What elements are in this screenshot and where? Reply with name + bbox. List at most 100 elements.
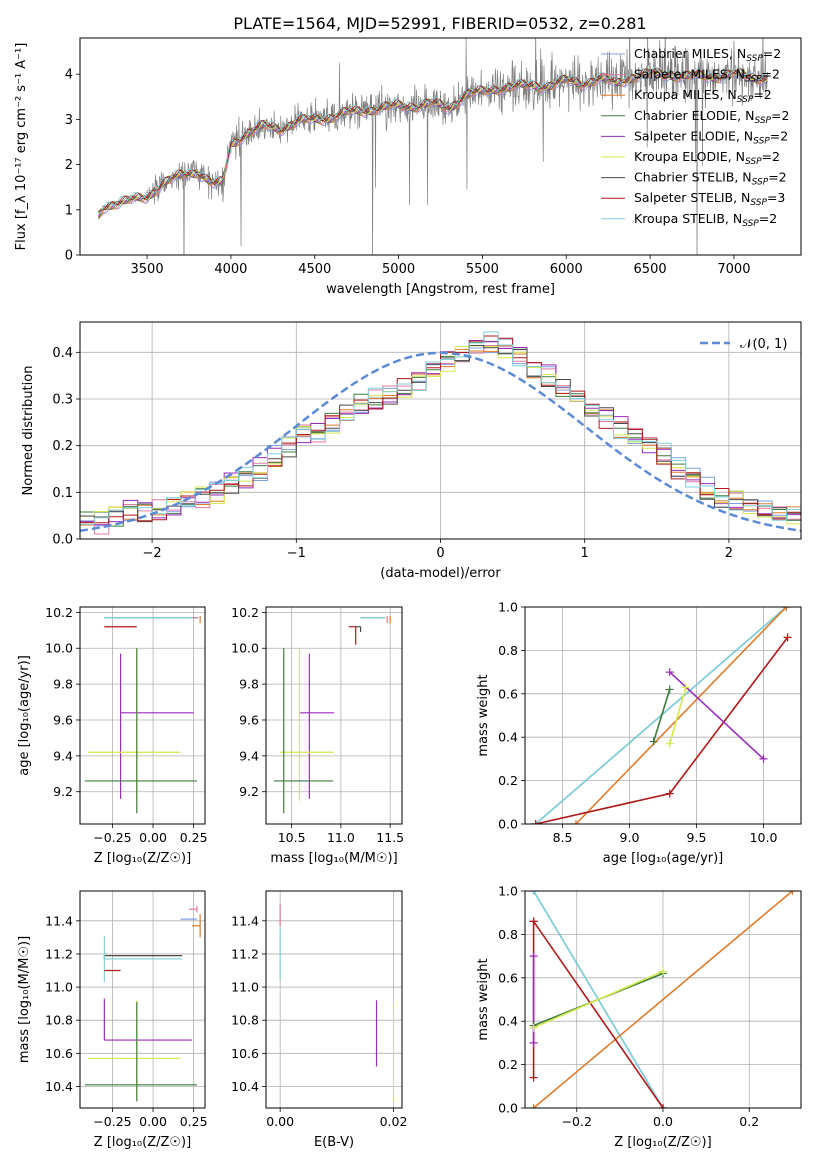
age-vs-z-xlabel: Z [log₁₀(Z/Z☉)] <box>94 851 191 866</box>
mass-vs-z-panel: −0.25 0.00 0.25 10.4 10.6 10.8 11.0 11.2 11.4 Z [… <box>17 890 208 1150</box>
age-vs-mass-ytick-label: 9.6 <box>239 712 259 727</box>
age-vs-mass-panel: 10.5 11.0 11.5 9.2 9.4 9.6 9.8 10.0 10.2 mass [lo… <box>231 605 404 866</box>
age-vs-mass-ytick-label: 9.4 <box>239 748 259 763</box>
weight-vs-z-xlabel: Z [log₁₀(Z/Z☉)] <box>614 1135 711 1150</box>
mass-vs-z-axes: −0.25 0.00 0.25 10.4 10.6 10.8 11.0 11.2 11.4 Z [… <box>17 890 208 1150</box>
weight-marker <box>681 683 690 692</box>
mass-vs-ebv-ytick-label: 11.0 <box>231 980 259 995</box>
errorbar-point <box>273 648 334 814</box>
residuals-plot-area <box>80 322 801 539</box>
weight-vs-z-ylabel: mass weight <box>476 958 491 1040</box>
hist-kroupa-elodie <box>80 345 801 525</box>
mass-vs-ebv-ytick-label: 10.6 <box>231 1046 259 1061</box>
spectrum-ytick-label: 0 <box>65 249 73 264</box>
spectrum-xtick-label: 6000 <box>550 262 583 277</box>
errorbar-point <box>88 648 181 801</box>
residuals-ytick-label: 0.2 <box>52 439 73 454</box>
weight-vs-z-axes: −0.2 0.0 0.2 0.0 0.2 0.4 0.6 0.8 1.0 Z [log₁₀(Z/Z… <box>476 884 802 1150</box>
age-vs-z-ytick-label: 10.2 <box>45 605 73 620</box>
spectrum-axes: 3500 4000 4500 5000 5500 6000 6500 7000 0 1 2 3 4 wav… <box>14 37 802 297</box>
mass-vs-z-xlabel: Z [log₁₀(Z/Z☉)] <box>94 1135 191 1150</box>
residuals-panel: 𝒩(0, 1) −2 −1 0 1 2 0.0 0.1 0.2 0.3 0.4 (data-mode… <box>21 321 802 581</box>
weight-vs-age-xlabel: age [log₁₀(age/yr)] <box>603 851 724 866</box>
errorbar-point <box>188 905 198 913</box>
mass-vs-z-ytick-label: 11.2 <box>45 946 73 961</box>
weight-marker <box>782 607 791 611</box>
age-vs-z-ytick-label: 9.2 <box>53 784 73 799</box>
legend-entry: Chabrier ELODIE, NSSP=2 <box>634 108 789 126</box>
weight-line-kroupa-elodie <box>533 970 664 1029</box>
spectrum-ytick-label: 4 <box>65 68 73 83</box>
spectrum-ytick-label: 2 <box>65 158 73 173</box>
weight-line-salpeter-elodie <box>669 671 765 760</box>
weight-vs-age-ytick-label: 0.6 <box>498 686 518 701</box>
mass-vs-z-xtick-label: −0.25 <box>93 1114 131 1129</box>
model-line-chabrier-stelib <box>98 68 768 212</box>
weight-vs-age-xtick-label: 10.0 <box>750 830 778 845</box>
legend-entry: Chabrier MILES, NSSP=2 <box>634 46 781 64</box>
errorbar-point <box>119 653 194 799</box>
weight-vs-age-ytick-label: 0.4 <box>498 730 518 745</box>
mass-vs-z-ytick-label: 11.4 <box>45 913 73 928</box>
errorbar-point <box>103 998 193 1041</box>
spectrum-panel: Chabrier MILES, NSSP=2 Salpeter MILES, NS… <box>14 37 802 297</box>
mass-vs-ebv-ytick-label: 11.2 <box>231 946 259 961</box>
spectrum-xtick-label: 5500 <box>466 262 499 277</box>
weight-vs-z-ytick-label: 0.4 <box>498 1014 518 1029</box>
age-vs-z-frame <box>79 606 206 825</box>
age-vs-mass-xtick-label: 11.5 <box>376 830 404 845</box>
legend-entry: Kroupa STELIB, NSSP=2 <box>634 211 777 229</box>
residuals-xtick-label: −1 <box>287 546 306 561</box>
legend-entry: Salpeter STELIB, NSSP=3 <box>634 190 785 208</box>
weight-vs-age-axes: 8.5 9.0 9.5 10.0 0.0 0.2 0.4 0.6 0.8 1.0 age [log₁… <box>476 600 802 866</box>
mass-vs-ebv-ytick-label: 11.4 <box>231 913 259 928</box>
weight-vs-age-panel: 8.5 9.0 9.5 10.0 0.0 0.2 0.4 0.6 0.8 1.0 age [log₁… <box>476 600 802 866</box>
errorbar-point <box>299 653 334 799</box>
weight-vs-age-plot-area <box>525 607 801 824</box>
age-vs-mass-ytick-label: 9.8 <box>239 677 259 692</box>
age-vs-mass-plot-area <box>266 607 402 824</box>
mass-vs-z-xtick-label: 0.00 <box>139 1114 167 1129</box>
age-vs-z-plot-area <box>80 607 205 824</box>
weight-vs-age-ytick-label: 0.8 <box>498 643 518 658</box>
legend-entry: Chabrier STELIB, NSSP=2 <box>634 170 787 188</box>
errorbar-point <box>84 648 197 814</box>
weight-marker <box>759 754 768 763</box>
mass-vs-z-plot-area <box>80 891 205 1108</box>
spectrum-frame <box>79 37 802 256</box>
weight-line-salpeter-stelib <box>535 636 789 824</box>
age-vs-z-ytick-label: 9.6 <box>53 712 73 727</box>
spectrum-ytick-label: 1 <box>65 203 73 218</box>
spectrum-legend: Chabrier MILES, NSSP=2 Salpeter MILES, NS… <box>601 46 789 229</box>
weight-vs-z-plot-area <box>525 891 801 1108</box>
weight-marker <box>788 891 797 895</box>
normal-curve <box>80 351 801 533</box>
residuals-legend: 𝒩(0, 1) <box>700 337 787 352</box>
age-vs-z-panel: −0.25 0.00 0.25 9.2 9.4 9.6 9.8 10.0 10.2 Z [log₁… <box>17 605 208 866</box>
spectrum-plot-area <box>98 38 768 255</box>
spectrum-xtick-label: 3500 <box>131 262 164 277</box>
weight-vs-z-ytick-label: 1.0 <box>498 884 518 899</box>
age-vs-z-ytick-label: 9.8 <box>53 677 73 692</box>
mass-vs-z-ytick-label: 10.4 <box>45 1079 73 1094</box>
residuals-xtick-label: −2 <box>143 546 162 561</box>
spectrum-xtick-label: 4000 <box>214 262 247 277</box>
mass-vs-ebv-axes: 0.00 0.02 10.4 10.6 10.8 11.0 11.2 11.4 E(B-V) <box>231 890 408 1150</box>
spectrum-xtick-label: 5000 <box>382 262 415 277</box>
weight-vs-z-xtick-label: −0.2 <box>562 1114 592 1129</box>
residuals-axes: −2 −1 0 1 2 0.0 0.1 0.2 0.3 0.4 (data-model)/error… <box>21 321 802 581</box>
mass-vs-ebv-xtick-label: 0.02 <box>380 1114 408 1129</box>
mass-vs-ebv-ytick-label: 10.4 <box>231 1079 259 1094</box>
mass-vs-z-ytick-label: 11.0 <box>45 980 73 995</box>
errorbar-point <box>103 935 183 983</box>
model-line-salpeter-stelib <box>98 67 768 213</box>
legend-entry: Kroupa ELODIE, NSSP=2 <box>634 149 780 167</box>
weight-marker <box>665 739 674 748</box>
weight-marker <box>665 685 674 694</box>
weight-marker <box>529 917 538 926</box>
age-vs-z-ylabel: age [log₁₀(age/yr)] <box>17 655 32 776</box>
residuals-xtick-label: 1 <box>581 546 589 561</box>
mass-vs-ebv-plot-area <box>266 891 402 1108</box>
residuals-xtick-label: 2 <box>725 546 733 561</box>
